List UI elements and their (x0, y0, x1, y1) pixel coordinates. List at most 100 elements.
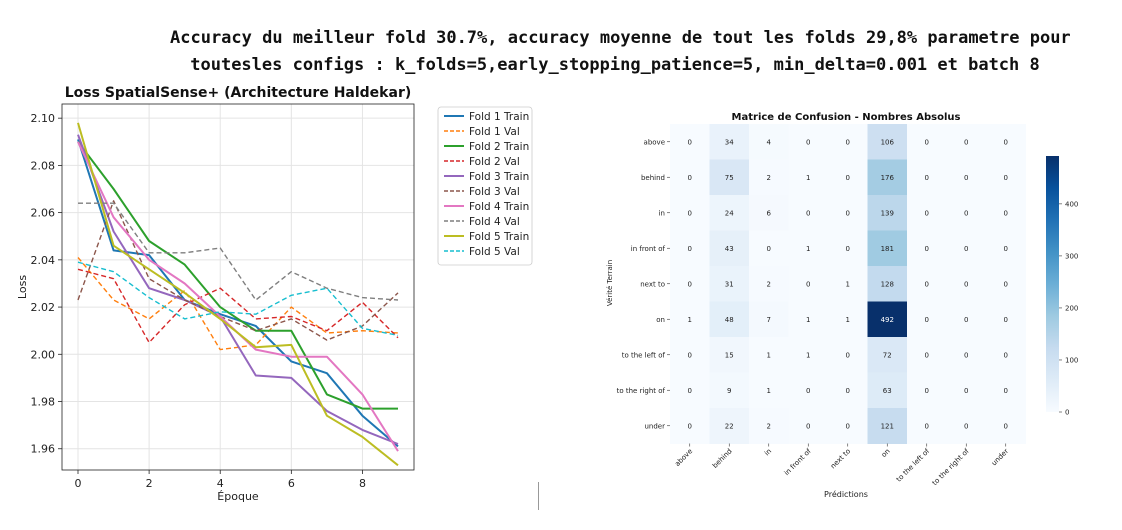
confusion-cell (946, 372, 987, 409)
confusion-cell (749, 266, 789, 302)
loss-legend-label: Fold 1 Val (469, 126, 520, 138)
confusion-cell-value: 0 (1004, 351, 1008, 359)
confusion-cell-value: 72 (883, 351, 892, 359)
confusion-cell (986, 301, 1026, 338)
confusion-cell-value: 0 (964, 280, 968, 288)
confusion-cell (867, 124, 908, 160)
confusion-cell (986, 266, 1026, 302)
confusion-x-tick-label: above (673, 447, 694, 468)
confusion-y-tick-label: above (644, 138, 665, 146)
confusion-x-tick-label: on (880, 447, 892, 459)
confusion-cell-value: 0 (1004, 245, 1008, 253)
confusion-cell (749, 124, 789, 160)
confusion-cell-value: 2 (767, 280, 771, 288)
confusion-cell-value: 0 (688, 280, 692, 288)
loss-legend-label: Fold 5 Train (469, 231, 529, 243)
confusion-cell-value: 6 (767, 209, 772, 217)
confusion-cell (907, 372, 947, 409)
confusion-cell-value: 0 (806, 138, 810, 146)
confusion-cell (986, 230, 1026, 267)
confusion-cell-value: 0 (964, 245, 968, 253)
confusion-cell (867, 266, 908, 302)
loss-legend-label: Fold 4 Val (469, 216, 520, 228)
colorbar-tick-label: 400 (1065, 200, 1078, 208)
loss-x-tick-label: 4 (217, 477, 224, 490)
confusion-cell-value: 0 (846, 387, 850, 395)
confusion-cell-value: 181 (881, 245, 894, 253)
confusion-cell-value: 7 (767, 316, 771, 324)
confusion-cell-value: 0 (688, 351, 692, 359)
confusion-cell (788, 408, 829, 444)
confusion-cell-value: 0 (925, 245, 929, 253)
confusion-cell (828, 408, 868, 444)
confusion-cell (907, 301, 947, 338)
loss-legend-label: Fold 2 Val (469, 156, 520, 168)
confusion-matrix-xlabel: Prédictions (824, 489, 868, 499)
loss-legend-label: Fold 5 Val (469, 246, 520, 258)
confusion-cell-value: 1 (688, 316, 692, 324)
colorbar-tick-label: 300 (1065, 252, 1078, 260)
confusion-x-tick-label: to the left of (895, 447, 932, 484)
confusion-cell (867, 230, 908, 267)
confusion-y-tick-label: on (656, 316, 665, 324)
confusion-cell (709, 195, 750, 231)
confusion-cell-value: 176 (881, 174, 895, 182)
loss-y-tick-label: 2.08 (31, 159, 56, 172)
confusion-cell (749, 372, 789, 409)
colorbar-tick-label: 200 (1065, 304, 1078, 312)
confusion-cell (867, 337, 908, 373)
confusion-cell (788, 124, 829, 160)
confusion-cell-value: 2 (767, 422, 771, 430)
loss-legend-label: Fold 4 Train (469, 201, 529, 213)
loss-series-fold-5-val (77, 261, 399, 337)
confusion-cell (946, 159, 987, 196)
confusion-cell (828, 159, 868, 196)
loss-legend-label: Fold 2 Train (469, 141, 529, 153)
confusion-matrix-title: Matrice de Confusion - Nombres Absolus (732, 112, 961, 123)
confusion-cell (907, 230, 947, 267)
loss-chart-xlabel: Époque (217, 490, 259, 503)
confusion-cell (788, 337, 829, 373)
confusion-cell-value: 31 (725, 280, 734, 288)
confusion-cell-value: 0 (846, 209, 850, 217)
confusion-cell-value: 0 (806, 209, 810, 217)
confusion-x-tick-label: in (763, 447, 773, 457)
confusion-cell (946, 337, 987, 373)
confusion-cell (828, 301, 868, 338)
confusion-cell (709, 266, 750, 302)
loss-x-tick-label: 2 (146, 477, 153, 490)
confusion-cell (946, 301, 987, 338)
loss-y-tick-label: 2.02 (31, 301, 56, 314)
confusion-cell-value: 0 (846, 174, 850, 182)
confusion-cell (907, 337, 947, 373)
confusion-x-tick-label: next to (829, 447, 852, 470)
confusion-cell-value: 1 (767, 387, 771, 395)
confusion-cell (749, 408, 789, 444)
confusion-cell-value: 0 (806, 280, 810, 288)
confusion-y-tick-label: behind (641, 174, 665, 182)
confusion-cell-value: 1 (806, 351, 810, 359)
confusion-cell (946, 230, 987, 267)
confusion-x-tick-label: to the right of (931, 447, 971, 487)
confusion-cell (986, 195, 1026, 231)
confusion-cell-value: 24 (725, 209, 734, 217)
confusion-cell (986, 408, 1026, 444)
confusion-cell (788, 301, 829, 338)
confusion-cell (867, 408, 908, 444)
confusion-cell-value: 0 (688, 245, 692, 253)
colorbar: 0 100 200 300 400 (1046, 156, 1078, 417)
confusion-cell-value: 1 (846, 280, 850, 288)
confusion-cell (907, 124, 947, 160)
confusion-matrix-cells: 0 34 4 0 0 106 0 0 0 0 75 2 1 0 176 0 0 0 0 24 6 0 0 139 0 0 0 0 43 0… (670, 124, 1026, 444)
loss-series-fold-3-train (77, 134, 399, 445)
confusion-cell (907, 266, 947, 302)
confusion-cell-value: 1 (846, 316, 850, 324)
loss-y-tick-label: 2.06 (31, 207, 56, 220)
confusion-cell (946, 195, 987, 231)
confusion-cell-value: 106 (881, 138, 895, 146)
confusion-cell-value: 0 (964, 209, 968, 217)
confusion-cell-value: 1 (806, 245, 810, 253)
confusion-matrix-chart: Matrice de Confusion - Nombres Absolus P… (606, 112, 1078, 499)
confusion-cell-value: 0 (846, 422, 850, 430)
confusion-cell (709, 337, 750, 373)
